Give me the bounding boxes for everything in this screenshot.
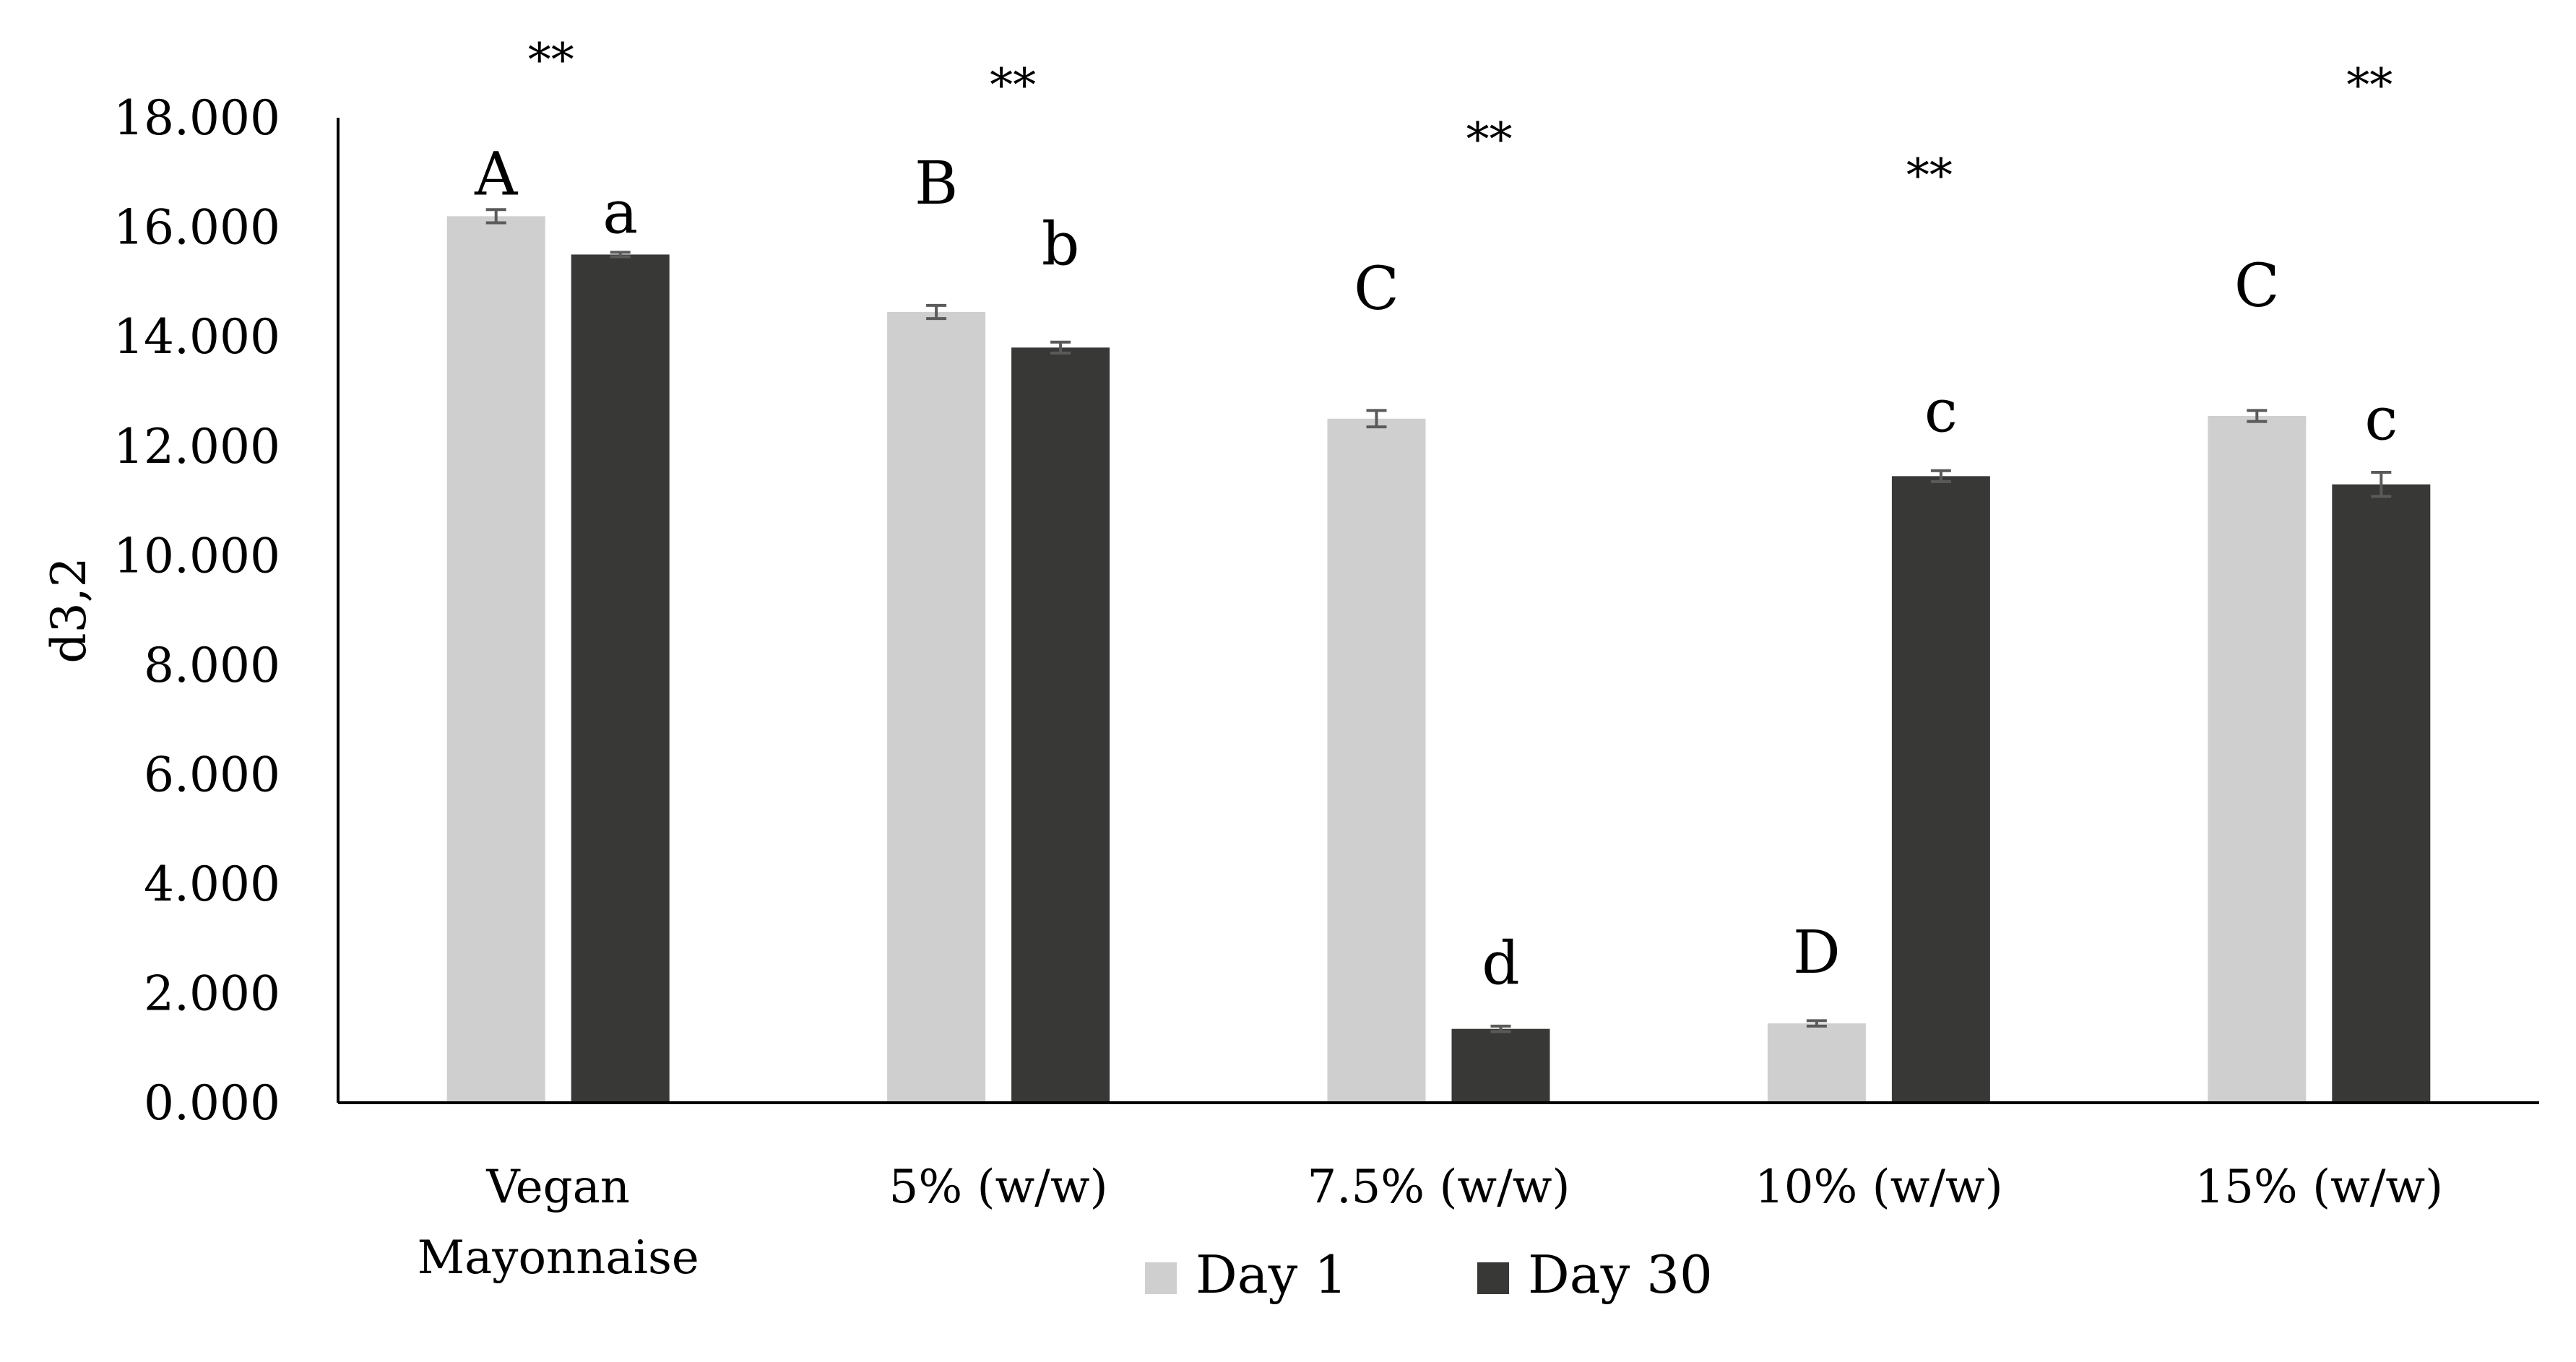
significance-asterisks: ** <box>2346 59 2393 113</box>
x-category-label: 7.5% (w/w) <box>1308 1161 1570 1214</box>
significance-letter-day30: d <box>1482 930 1520 999</box>
legend-swatch-day1 <box>1145 1262 1177 1294</box>
x-category-label: Vegan <box>485 1161 630 1214</box>
significance-asterisks: ** <box>528 34 574 87</box>
x-category-label: Mayonnaise <box>418 1231 699 1285</box>
significance-asterisks: ** <box>1466 113 1513 167</box>
significance-asterisks: ** <box>1906 149 1953 203</box>
bar-day30 <box>1451 1028 1550 1103</box>
bar-day1 <box>1767 1023 1866 1103</box>
legend-label-day1: Day 1 <box>1196 1244 1347 1305</box>
y-tick-label: 18.000 <box>113 90 280 146</box>
bar-day1 <box>1327 418 1426 1103</box>
bar-day30 <box>1011 347 1110 1103</box>
y-tick-label: 14.000 <box>113 309 280 365</box>
bar-day1 <box>2208 415 2307 1103</box>
x-category-label: 10% (w/w) <box>1755 1161 2003 1214</box>
legend-label-day30: Day 30 <box>1528 1244 1713 1305</box>
significance-letter-day1: C <box>1354 255 1399 324</box>
significance-letter-day30: b <box>1042 210 1080 279</box>
significance-letter-day30: c <box>1924 377 1958 446</box>
bar-day1 <box>887 312 986 1103</box>
y-tick-label: 0.000 <box>144 1075 280 1131</box>
significance-letter-day1: C <box>2234 252 2280 321</box>
x-category-label: 15% (w/w) <box>2195 1161 2443 1214</box>
significance-letter-day30: a <box>602 178 638 247</box>
y-tick-label: 8.000 <box>144 638 280 693</box>
bar-day30 <box>2332 484 2431 1103</box>
bar-day30 <box>1891 476 1990 1103</box>
y-axis-label: d3,2 <box>41 557 97 663</box>
y-tick-label: 16.000 <box>113 200 280 256</box>
y-tick-label: 6.000 <box>144 747 280 802</box>
significance-letter-day1: B <box>915 149 958 218</box>
significance-asterisks: ** <box>990 59 1036 113</box>
bar-day30 <box>571 254 670 1103</box>
y-tick-label: 12.000 <box>113 419 280 474</box>
legend-swatch-day30 <box>1477 1262 1509 1294</box>
significance-letter-day30: c <box>2364 386 2398 454</box>
significance-letter-day1: D <box>1793 919 1841 987</box>
y-tick-label: 2.000 <box>144 966 280 1022</box>
x-category-label: 5% (w/w) <box>889 1161 1108 1214</box>
significance-letter-day1: A <box>474 140 519 209</box>
bar-day1 <box>446 216 545 1103</box>
y-tick-label: 4.000 <box>144 856 280 912</box>
y-tick-label: 10.000 <box>113 528 280 584</box>
